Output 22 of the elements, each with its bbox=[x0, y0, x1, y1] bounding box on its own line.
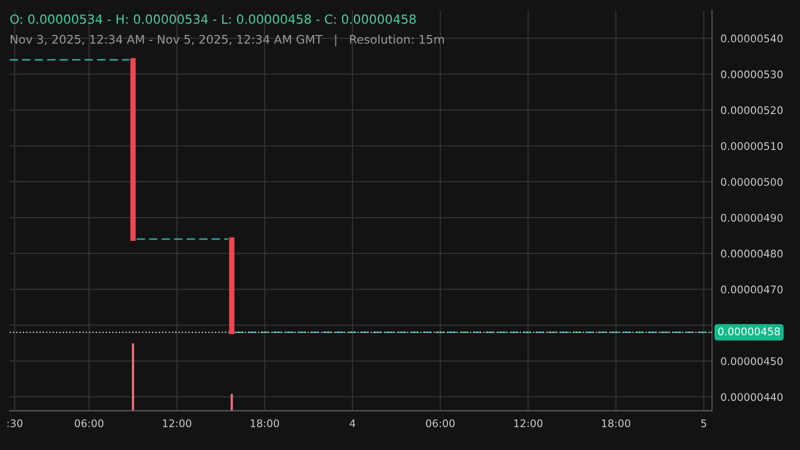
x-tick-label: 06:00 bbox=[74, 419, 104, 428]
y-tick-label: 0.00000470 bbox=[721, 286, 783, 294]
ref-line-label: 0.00000458 bbox=[718, 327, 780, 336]
x-tick-label: :30 bbox=[8, 419, 22, 428]
y-tick-label: 0.00000480 bbox=[721, 250, 783, 258]
y-tick-label: 0.00000540 bbox=[721, 34, 783, 42]
text: Nov 3, 2025, 12:34 AM - Nov 5, 2025, 12:34 AM GMT | Resolution: 15m bbox=[10, 34, 444, 46]
y-tick-label: 0.00000450 bbox=[721, 357, 783, 366]
x-tick-label: 4 bbox=[350, 420, 356, 428]
x-tick-label: 06:00 bbox=[426, 419, 455, 428]
y-tick-label: 0.00000440 bbox=[721, 393, 783, 401]
x-tick-label: 18:00 bbox=[602, 419, 630, 428]
y-tick-label: 0.00000510 bbox=[721, 142, 783, 150]
x-tick-label: 5 bbox=[701, 420, 706, 428]
x-tick-label: 12:00 bbox=[163, 419, 192, 428]
chart-title: O: 0.00000534 - H: 0.00000534 - L: 0.00000458 - C: 0.00000458 bbox=[10, 14, 416, 24]
x-tick-label: 18:00 bbox=[250, 419, 280, 428]
y-tick-label: 0.00000530 bbox=[721, 70, 783, 78]
y-tick-label: 0.00000490 bbox=[721, 214, 783, 222]
y-tick-label: 0.00000520 bbox=[721, 106, 783, 114]
y-tick-label: 0.00000500 bbox=[721, 178, 783, 186]
x-tick-label: 12:00 bbox=[514, 419, 542, 428]
